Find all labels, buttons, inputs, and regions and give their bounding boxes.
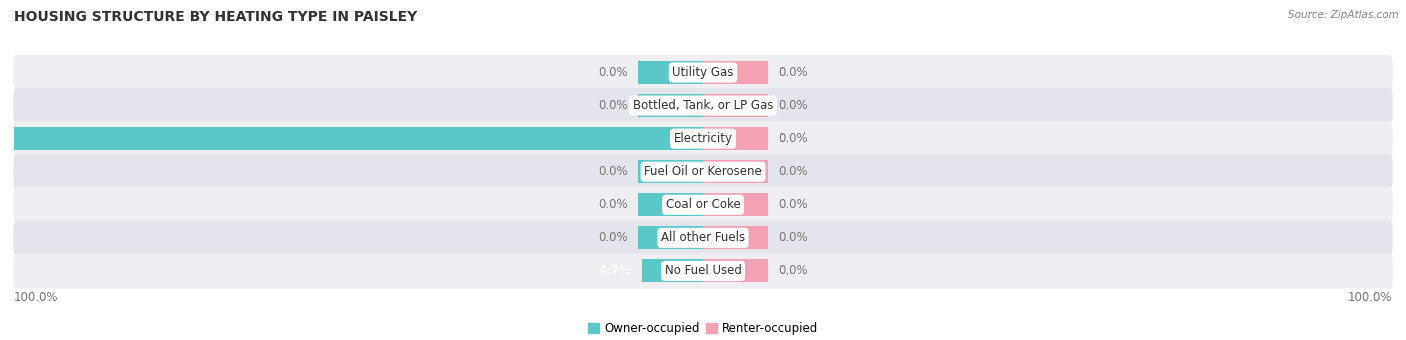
Text: 4.7%: 4.7% — [599, 265, 631, 277]
Text: 0.0%: 0.0% — [598, 99, 627, 112]
Text: No Fuel Used: No Fuel Used — [665, 265, 741, 277]
Text: 0.0%: 0.0% — [779, 198, 808, 211]
Bar — [703, 127, 768, 150]
Bar — [703, 226, 768, 250]
Bar — [703, 94, 768, 117]
Text: 100.0%: 100.0% — [1347, 291, 1392, 304]
Bar — [638, 193, 703, 216]
Text: 0.0%: 0.0% — [779, 231, 808, 244]
Text: Fuel Oil or Kerosene: Fuel Oil or Kerosene — [644, 165, 762, 178]
Text: HOUSING STRUCTURE BY HEATING TYPE IN PAISLEY: HOUSING STRUCTURE BY HEATING TYPE IN PAI… — [14, 10, 418, 24]
Text: Bottled, Tank, or LP Gas: Bottled, Tank, or LP Gas — [633, 99, 773, 112]
Text: 100.0%: 100.0% — [14, 291, 59, 304]
Text: 0.0%: 0.0% — [779, 99, 808, 112]
FancyBboxPatch shape — [14, 121, 1392, 156]
Bar — [643, 259, 703, 283]
Text: All other Fuels: All other Fuels — [661, 231, 745, 244]
Legend: Owner-occupied, Renter-occupied: Owner-occupied, Renter-occupied — [583, 317, 823, 340]
FancyBboxPatch shape — [14, 88, 1392, 123]
FancyBboxPatch shape — [14, 55, 1392, 90]
Text: 0.0%: 0.0% — [779, 165, 808, 178]
FancyBboxPatch shape — [14, 220, 1392, 255]
Text: 0.0%: 0.0% — [779, 265, 808, 277]
Text: 0.0%: 0.0% — [598, 198, 627, 211]
Text: 0.0%: 0.0% — [598, 66, 627, 79]
FancyBboxPatch shape — [14, 154, 1392, 189]
Bar — [638, 160, 703, 183]
FancyBboxPatch shape — [14, 187, 1392, 222]
Text: Coal or Coke: Coal or Coke — [665, 198, 741, 211]
Text: 0.0%: 0.0% — [598, 231, 627, 244]
Bar — [703, 259, 768, 283]
FancyBboxPatch shape — [14, 253, 1392, 288]
Text: 0.0%: 0.0% — [779, 66, 808, 79]
Bar — [638, 94, 703, 117]
Text: 0.0%: 0.0% — [779, 132, 808, 145]
Bar — [703, 193, 768, 216]
Bar — [703, 61, 768, 84]
Text: Utility Gas: Utility Gas — [672, 66, 734, 79]
Bar — [638, 61, 703, 84]
Bar — [638, 226, 703, 250]
Text: 0.0%: 0.0% — [598, 165, 627, 178]
Text: Source: ZipAtlas.com: Source: ZipAtlas.com — [1288, 10, 1399, 20]
Bar — [703, 160, 768, 183]
Bar — [0, 127, 703, 150]
Text: Electricity: Electricity — [673, 132, 733, 145]
